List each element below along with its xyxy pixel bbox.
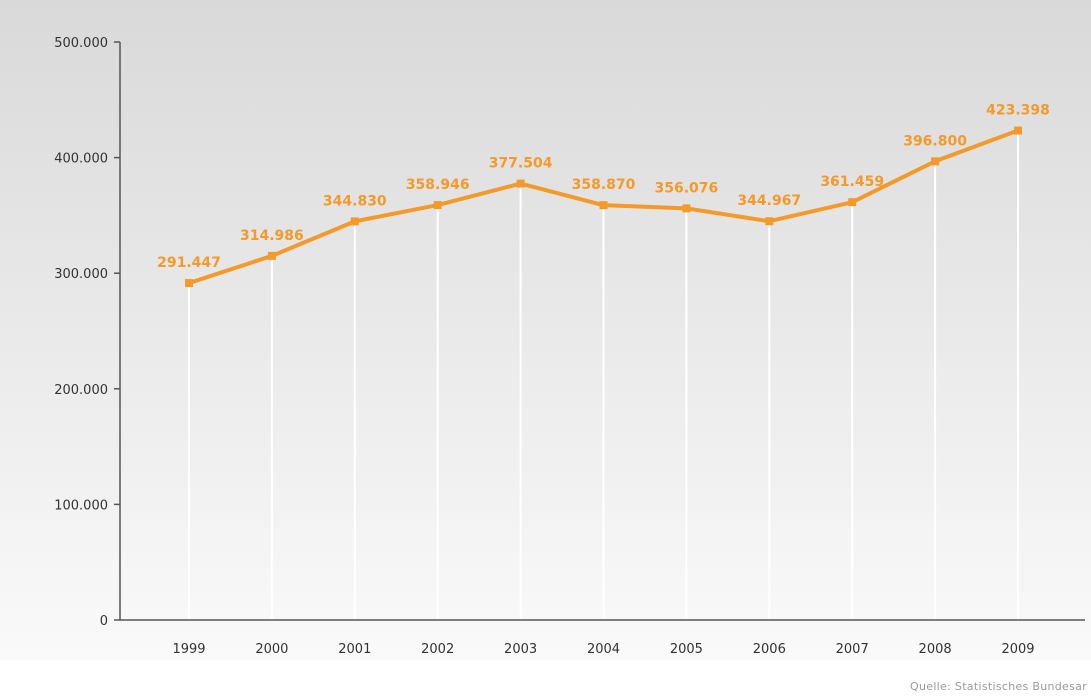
data-label: 356.076 xyxy=(655,180,719,196)
data-point xyxy=(433,201,442,210)
source-note: Quelle: Statistisches Bundesar xyxy=(910,680,1087,693)
data-label: 361.459 xyxy=(820,174,884,190)
x-tick-label: 2000 xyxy=(255,642,288,657)
data-point xyxy=(350,217,359,226)
x-tick-label: 2007 xyxy=(836,642,869,657)
data-point xyxy=(185,279,193,288)
x-ticks: 1999 2000 2001 2002 2003 2004 2005 2006 2007 2008… xyxy=(172,642,1034,657)
x-tick-label: 2008 xyxy=(919,642,952,657)
data-label: 423.398 xyxy=(986,103,1050,119)
data-point xyxy=(765,217,774,226)
x-tick-label: 2005 xyxy=(670,642,703,657)
data-label: 291.447 xyxy=(157,255,221,271)
y-tick-label: 200.000 xyxy=(54,383,108,398)
x-tick-label: 2002 xyxy=(421,642,454,657)
data-point xyxy=(1014,126,1022,135)
data-point xyxy=(931,157,940,166)
data-label: 358.946 xyxy=(406,177,470,193)
data-label: 344.967 xyxy=(737,193,801,209)
y-tick-label: 500.000 xyxy=(54,36,108,51)
data-point xyxy=(682,204,691,213)
data-point xyxy=(599,201,608,210)
data-label: 358.870 xyxy=(572,177,636,193)
vertical-guides xyxy=(188,130,1019,620)
data-label: 377.504 xyxy=(489,156,553,172)
chart-background xyxy=(0,0,1091,660)
data-point xyxy=(848,198,857,207)
x-tick-label: 2004 xyxy=(587,642,620,657)
x-tick-label: 2003 xyxy=(504,642,537,657)
x-tick-label: 1999 xyxy=(172,642,205,657)
data-label: 396.800 xyxy=(903,133,967,149)
x-tick-label: 2009 xyxy=(1001,642,1034,657)
y-tick-label: 100.000 xyxy=(54,498,108,513)
data-labels: 291.447 314.986 344.830 358.946 377.504 358.8… xyxy=(157,103,1050,272)
data-point xyxy=(267,251,276,260)
y-tick-label: 300.000 xyxy=(54,267,108,282)
data-label: 314.986 xyxy=(240,228,304,244)
data-label: 344.830 xyxy=(323,193,387,209)
x-tick-label: 2001 xyxy=(338,642,371,657)
y-ticks: 0 100.000 200.000 300.000 400.000 500.000 xyxy=(54,36,120,629)
y-tick-label: 0 xyxy=(100,614,108,629)
data-points xyxy=(185,126,1022,288)
y-tick-label: 400.000 xyxy=(54,152,108,167)
data-point xyxy=(516,179,525,188)
x-tick-label: 2006 xyxy=(753,642,786,657)
axes xyxy=(119,42,1085,621)
